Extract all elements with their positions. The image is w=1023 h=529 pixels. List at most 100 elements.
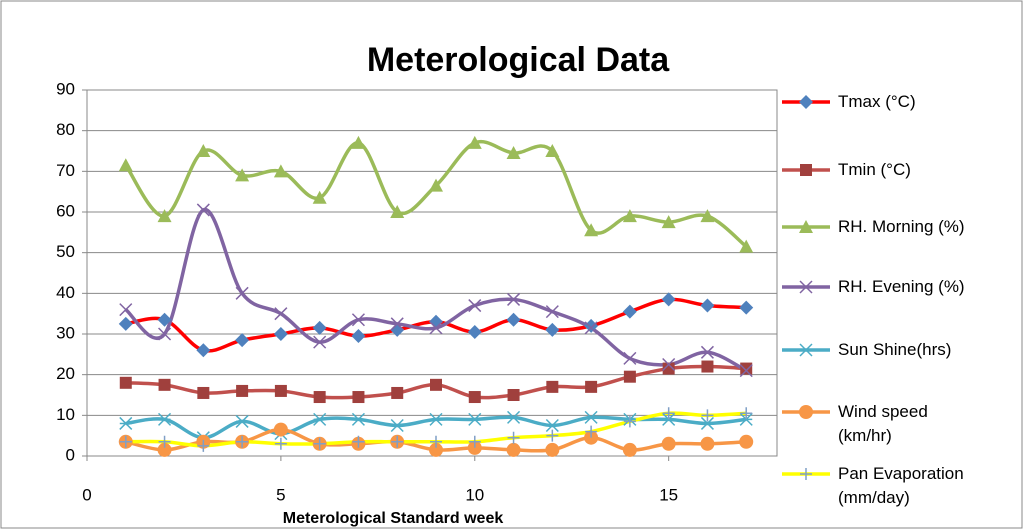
marker	[799, 343, 813, 357]
marker	[313, 391, 326, 404]
marker	[158, 435, 171, 448]
marker	[545, 418, 559, 433]
marker	[313, 437, 326, 450]
y-tick-label: 0	[66, 445, 75, 464]
marker	[507, 292, 521, 306]
marker	[429, 178, 443, 192]
x-tick-label: 10	[465, 485, 484, 504]
y-tick-label: 90	[56, 79, 75, 98]
marker	[197, 439, 210, 452]
marker	[740, 362, 753, 375]
marker	[799, 95, 813, 109]
marker	[312, 320, 327, 335]
marker	[585, 380, 598, 393]
marker	[157, 312, 172, 327]
marker	[584, 430, 599, 445]
marker	[351, 135, 366, 149]
y-tick-label: 30	[56, 323, 75, 342]
legend-label: Wind speed (km/hr)	[838, 402, 928, 445]
marker	[623, 415, 636, 428]
marker	[662, 407, 675, 420]
marker	[313, 412, 327, 426]
legend-label: RH. Morning (%)	[838, 217, 965, 236]
marker	[391, 435, 404, 448]
marker	[351, 313, 365, 327]
marker	[739, 434, 754, 449]
y-tick-label: 20	[56, 364, 75, 383]
marker	[273, 422, 288, 437]
marker	[351, 329, 366, 344]
marker	[584, 321, 598, 335]
marker	[623, 351, 637, 365]
marker	[467, 135, 482, 149]
y-tick-label: 60	[56, 201, 75, 220]
marker	[507, 431, 520, 444]
marker	[118, 158, 133, 172]
chart-title: Meterological Data	[367, 41, 670, 79]
marker	[274, 307, 288, 321]
marker	[739, 412, 753, 426]
marker	[273, 164, 288, 178]
marker	[235, 333, 250, 348]
marker	[545, 144, 560, 157]
marker	[391, 386, 404, 399]
marker	[196, 203, 210, 217]
marker	[390, 418, 404, 433]
marker	[235, 414, 249, 428]
marker	[700, 298, 715, 313]
y-tick-label: 10	[56, 405, 75, 424]
marker	[390, 205, 405, 218]
plot-border	[86, 89, 778, 457]
marker	[701, 409, 714, 422]
marker	[739, 364, 753, 378]
marker	[622, 209, 637, 223]
legend-label: Sun Shine(hrs)	[838, 340, 952, 359]
marker	[661, 292, 676, 307]
marker	[196, 343, 211, 358]
marker	[352, 435, 365, 448]
marker	[352, 391, 365, 404]
marker	[158, 378, 171, 391]
marker	[584, 318, 599, 333]
marker	[274, 437, 287, 450]
marker	[119, 416, 133, 430]
marker	[197, 386, 210, 399]
marker	[236, 384, 249, 397]
marker	[273, 327, 288, 341]
marker	[274, 384, 287, 397]
marker	[661, 215, 676, 229]
marker	[468, 435, 481, 448]
marker	[468, 299, 482, 313]
marker	[661, 436, 676, 451]
marker	[312, 190, 327, 204]
marker	[235, 286, 249, 300]
marker	[429, 321, 443, 335]
marker	[506, 146, 521, 160]
marker	[623, 370, 636, 383]
marker	[662, 357, 676, 372]
marker	[739, 300, 754, 315]
marker	[158, 412, 172, 426]
marker	[119, 435, 132, 448]
marker	[700, 345, 714, 359]
marker	[351, 412, 365, 426]
marker	[545, 442, 560, 457]
marker	[622, 442, 637, 457]
marker	[467, 440, 482, 455]
marker	[158, 327, 172, 341]
marker	[700, 416, 714, 430]
y-tick-label: 80	[56, 120, 75, 139]
marker	[740, 407, 753, 420]
marker	[799, 280, 813, 294]
marker	[546, 380, 559, 393]
marker	[584, 410, 598, 424]
series-line	[124, 208, 748, 373]
marker	[507, 389, 520, 401]
marker	[585, 425, 598, 438]
series-line	[124, 139, 748, 248]
marker	[545, 305, 559, 319]
marker	[800, 468, 812, 480]
marker	[430, 378, 442, 391]
